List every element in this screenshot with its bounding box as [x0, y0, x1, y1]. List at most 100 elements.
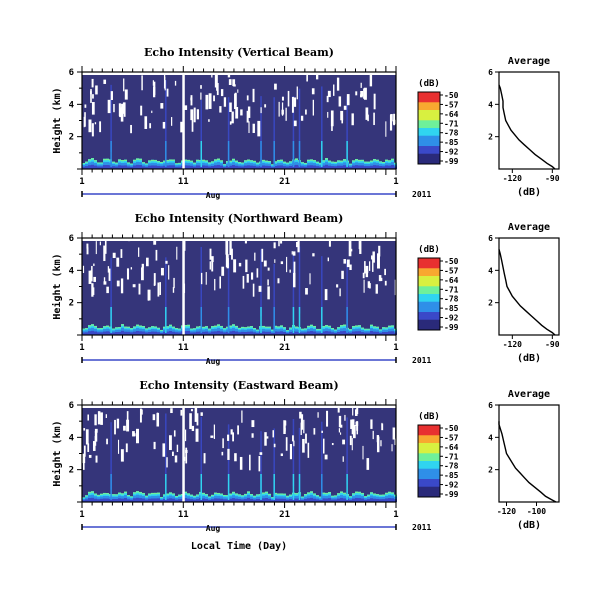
- echo-cell: [208, 496, 211, 498]
- echo-cell: [349, 497, 352, 502]
- echo-streak-base: [273, 141, 275, 167]
- echo-cell: [334, 329, 337, 331]
- echo-cell: [328, 163, 331, 169]
- echo-cell: [199, 326, 202, 328]
- echo-cell: [175, 163, 178, 167]
- gap-cell: [92, 94, 94, 99]
- echo-cell: [139, 159, 142, 165]
- echo-streak: [321, 256, 323, 324]
- echo-streak: [273, 428, 275, 496]
- echo-cell: [172, 159, 175, 163]
- echo-cell: [355, 325, 358, 327]
- echo-cell: [88, 492, 91, 499]
- echo-cell: [175, 328, 178, 333]
- gap-cell: [384, 268, 386, 276]
- echo-cell: [190, 494, 193, 496]
- gap-cell: [226, 264, 228, 268]
- gap-cell: [280, 453, 283, 457]
- echo-cell: [178, 494, 181, 498]
- echo-cell: [202, 329, 205, 335]
- echo-cell: [121, 324, 124, 328]
- echo-cell: [370, 163, 373, 169]
- echo-cell: [82, 497, 85, 499]
- echo-cell: [313, 162, 316, 169]
- day11-gap: [182, 405, 185, 502]
- echo-cell: [94, 160, 97, 166]
- echo-cell: [115, 494, 118, 496]
- echo-cell: [94, 325, 97, 329]
- echo-cell: [199, 328, 202, 335]
- echo-cell: [241, 495, 244, 497]
- echo-cell: [373, 159, 376, 163]
- colorbar-cell: [418, 466, 440, 470]
- gap-cell: [120, 107, 124, 122]
- panel-3: Echo Intensity (Eastward Beam)1 11 21 1642H…: [51, 379, 560, 552]
- echo-cell: [376, 160, 379, 166]
- gap-cell: [95, 455, 98, 463]
- gap-cell: [326, 95, 329, 103]
- echo-streak-base: [298, 141, 301, 167]
- echo-cell: [304, 162, 307, 165]
- echo-cell: [286, 331, 289, 335]
- echo-streak-base: [227, 307, 230, 333]
- echo-cell: [139, 326, 142, 332]
- echo-cell: [136, 325, 139, 331]
- x-tick-label: 1: [393, 343, 398, 353]
- gap-cell: [234, 92, 237, 107]
- echo-cell: [268, 494, 271, 499]
- echo-cell: [370, 492, 373, 494]
- echo-cell: [115, 494, 118, 499]
- echo-cell: [88, 162, 91, 169]
- echo-cell: [388, 325, 391, 329]
- echo-cell: [175, 163, 178, 166]
- echo-cell: [271, 164, 274, 168]
- echo-cell: [142, 162, 145, 167]
- echo-cell: [124, 327, 127, 332]
- echo-cell: [103, 159, 106, 166]
- gap-cell: [240, 109, 243, 116]
- gap-cell: [367, 281, 371, 288]
- echo-cell: [103, 326, 106, 330]
- echo-cell: [217, 158, 220, 162]
- echo-cell: [199, 492, 202, 499]
- echo-cell: [355, 491, 358, 494]
- echo-cell: [151, 159, 154, 162]
- echo-cell: [352, 161, 355, 166]
- echo-cell: [112, 161, 115, 165]
- gap-cell: [105, 414, 107, 419]
- colorbar-cell: [418, 314, 440, 318]
- echo-cell: [379, 331, 382, 335]
- echo-cell: [187, 324, 190, 329]
- gap-cell: [153, 283, 155, 287]
- echo-cell: [133, 327, 136, 332]
- colorbar-cell: [418, 484, 440, 488]
- echo-cell: [382, 329, 385, 335]
- echo-cell: [280, 159, 283, 163]
- echo-cell: [277, 326, 280, 330]
- echo-cell: [325, 492, 328, 495]
- echo-cell: [97, 164, 100, 169]
- echo-cell: [112, 494, 115, 497]
- echo-cell: [214, 159, 217, 161]
- echo-cell: [100, 494, 103, 499]
- echo-cell: [127, 162, 130, 164]
- echo-cell: [160, 497, 163, 498]
- echo-cell: [85, 495, 88, 500]
- gap-cell: [293, 440, 295, 447]
- colorbar-cell: [418, 283, 440, 287]
- profile-y-tick-label: 6: [488, 401, 493, 410]
- gap-cell: [85, 429, 89, 445]
- echo-streak-base: [298, 474, 301, 500]
- echo-cell: [247, 159, 250, 163]
- echo-cell: [193, 330, 196, 335]
- echo-cell: [160, 329, 163, 331]
- echo-cell: [205, 328, 208, 335]
- x-tick-label: 21: [279, 177, 290, 187]
- echo-cell: [322, 326, 325, 328]
- echo-cell: [142, 493, 145, 499]
- gap-cell: [313, 428, 316, 435]
- gap-cell: [92, 441, 96, 451]
- echo-cell: [274, 161, 277, 164]
- echo-cell: [334, 330, 337, 333]
- echo-cell: [265, 494, 268, 502]
